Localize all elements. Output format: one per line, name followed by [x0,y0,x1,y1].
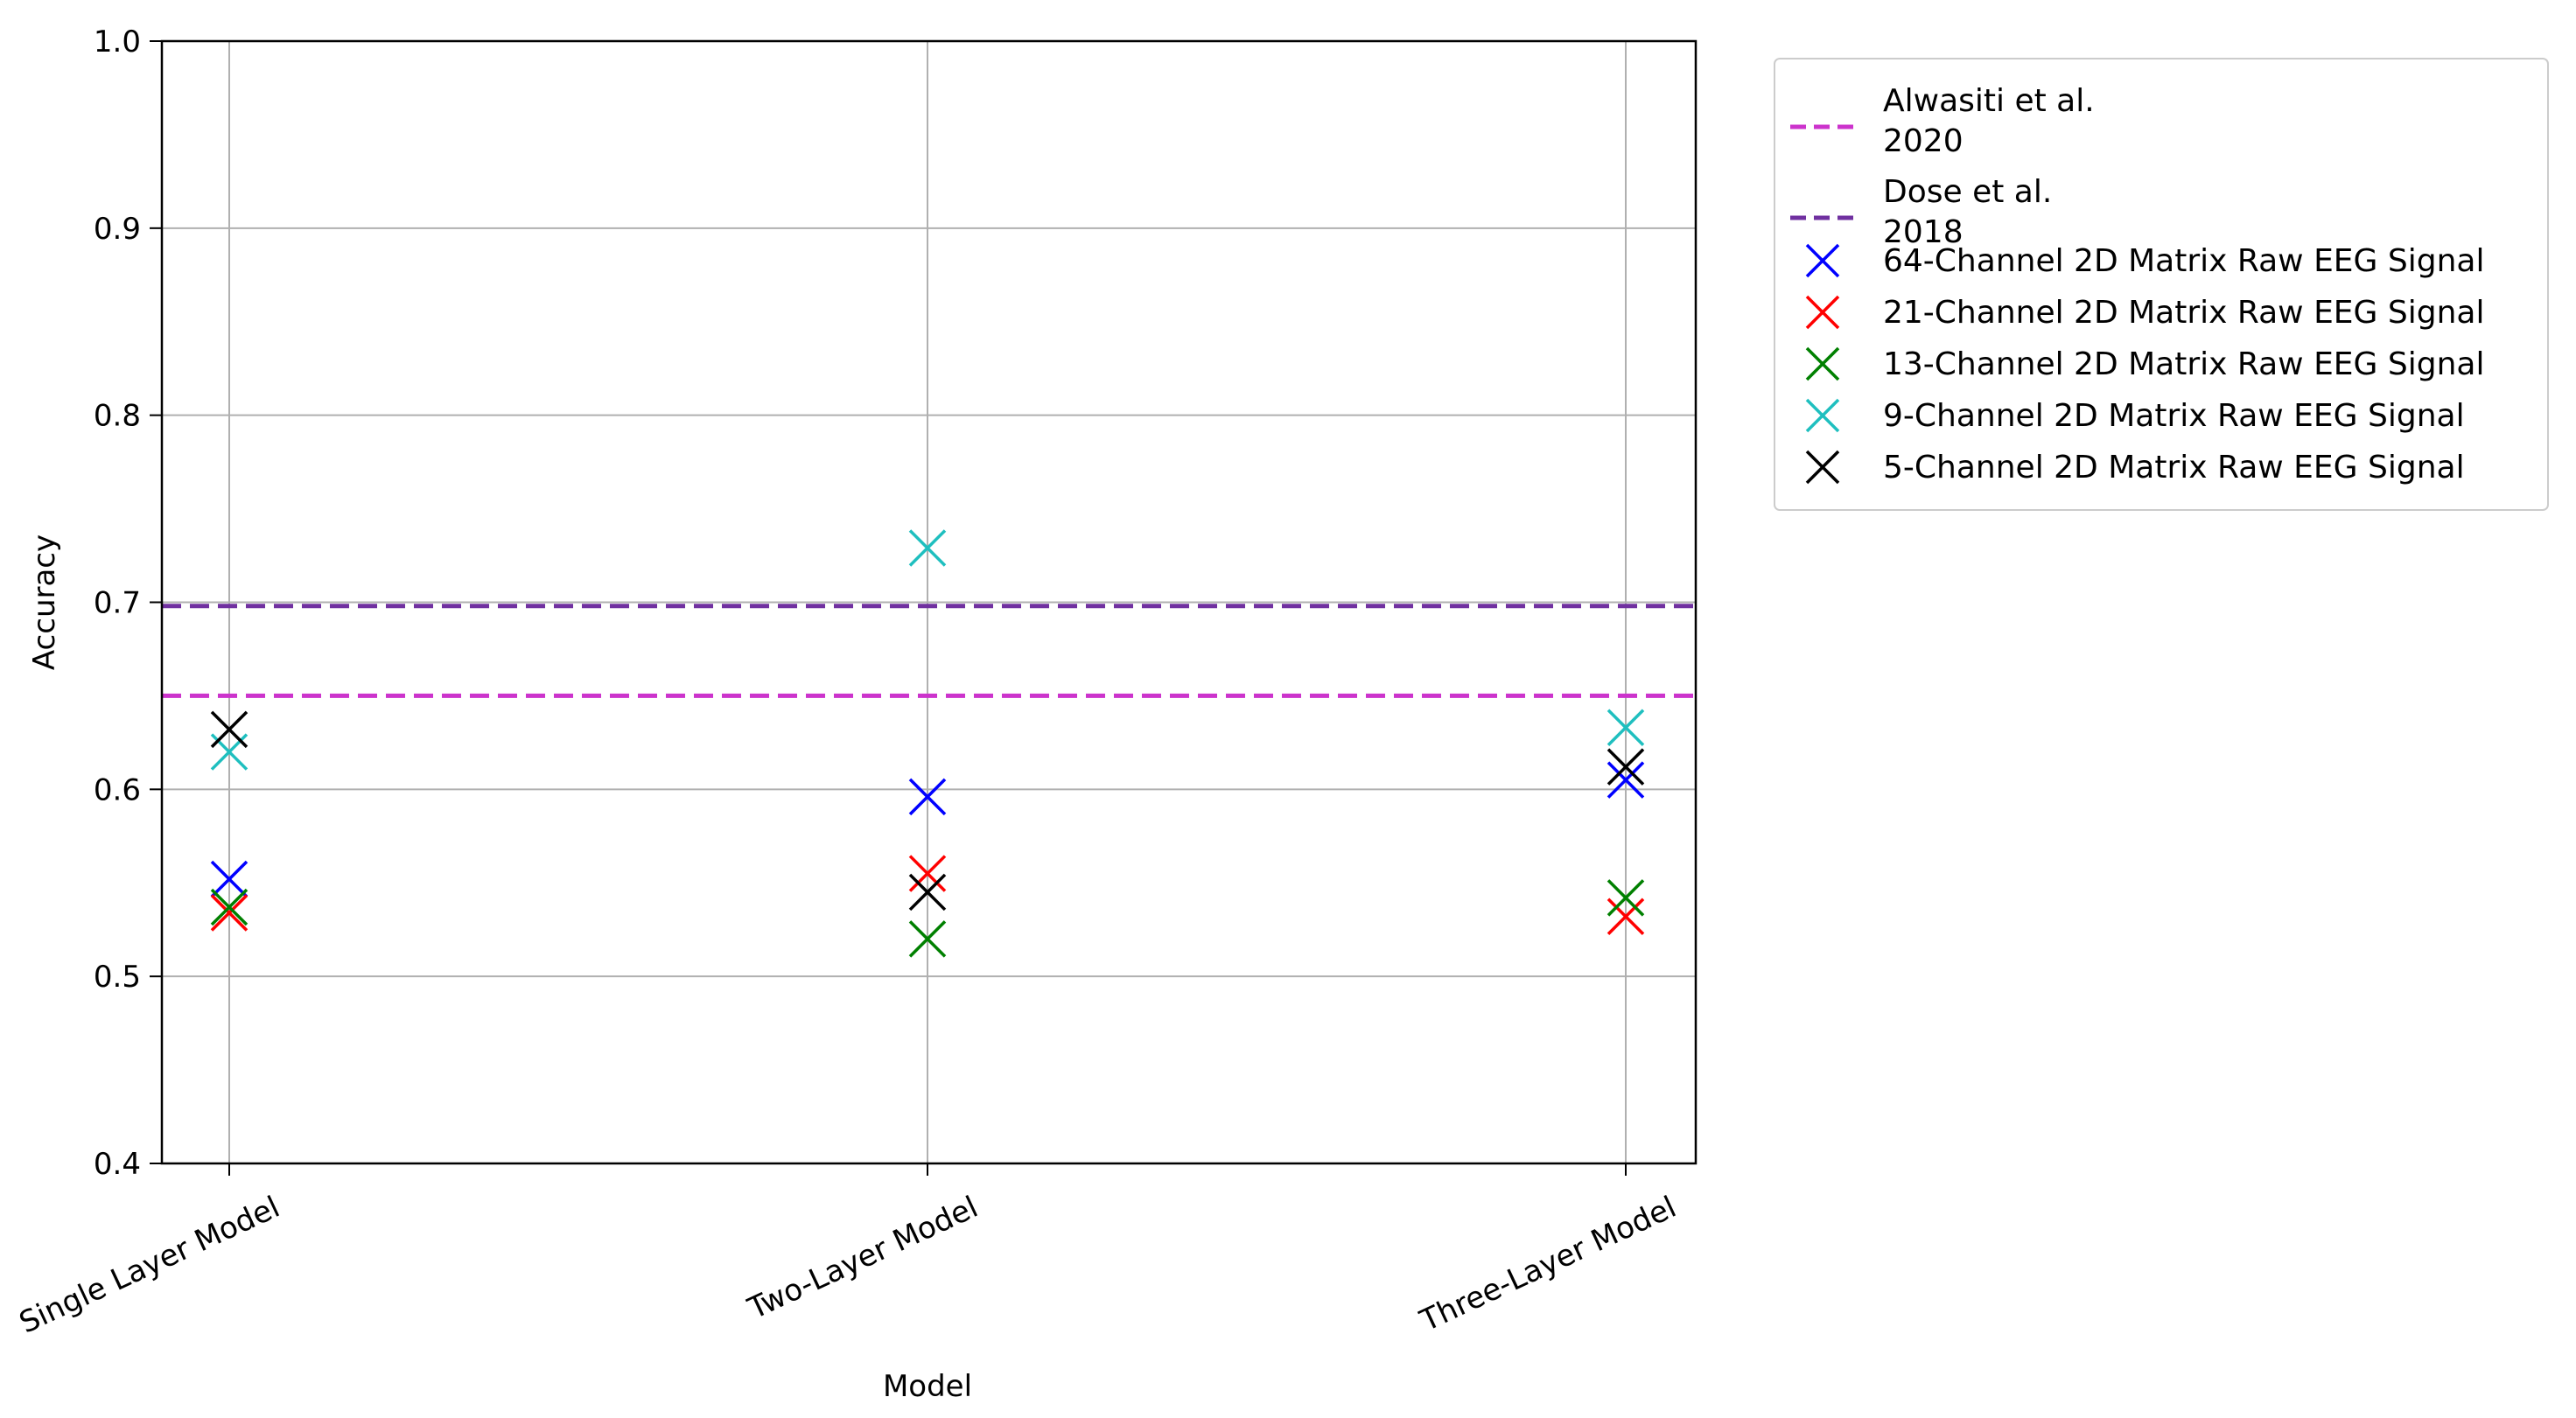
legend-marker-handle [1805,295,1840,330]
data-point-marker [908,920,947,958]
x-tick-label: Three-Layer Model [1414,1190,1681,1339]
data-point-marker [210,710,248,749]
legend-label: Alwasiti et al. [1883,83,2095,119]
legend-label: 64-Channel 2D Matrix Raw EEG Signal [1883,243,2484,279]
axes-layer: 0.4 0.5 0.6 0.7 0.8 0.9 1.0 Single Layer Model T… [14,24,1698,1341]
y-tick-label: 0.7 [94,586,141,621]
marker-stroke [1606,761,1645,799]
legend: Alwasiti et al. 2020 Dose et al. 201864-Cha… [1774,58,2549,511]
grid-layer [162,40,1696,1164]
marker-stroke [908,920,947,958]
marker-stroke [210,860,248,898]
marker-stroke [1805,295,1840,330]
x-tick-label: Two-Layer Model [742,1190,984,1327]
data-point-marker [210,888,248,926]
data-point-marker [210,894,248,932]
marker-stroke [1805,450,1840,485]
legend-label: 9-Channel 2D Matrix Raw EEG Signal [1883,398,2465,434]
legend-label: 2018 [1883,214,1964,250]
marker-stroke [1606,709,1645,747]
legend-marker-handle [1805,243,1840,278]
legend-label: Dose et al. [1883,174,2052,210]
legend-marker-handle [1805,450,1840,485]
y-axis-label: Accuracy [27,534,62,670]
marker-stroke [1606,879,1645,917]
marker-stroke [908,855,947,892]
marker-stroke [908,529,947,567]
data-point-marker [908,855,947,892]
plot-frame [160,39,1698,1165]
legend-marker-handle [1805,398,1840,433]
data-point-marker [1606,761,1645,799]
y-tick-label: 0.6 [94,772,141,807]
markers-layer [210,529,1645,958]
legend-marker-handle [1805,346,1840,381]
marker-stroke [1805,346,1840,381]
data-point-marker [1606,709,1645,747]
marker-stroke [210,894,248,932]
marker-stroke [210,710,248,749]
marker-stroke [908,778,947,816]
data-point-marker [908,529,947,567]
marker-stroke [1606,748,1645,786]
marker-stroke [210,888,248,926]
data-point-marker [908,873,947,912]
marker-stroke [1606,898,1645,935]
legend-label: 21-Channel 2D Matrix Raw EEG Signal [1883,295,2484,331]
data-point-marker [210,860,248,898]
y-tick-label: 1.0 [94,24,141,59]
y-tick-label: 0.5 [94,960,141,995]
data-point-marker [1606,879,1645,917]
y-tick-label: 0.4 [94,1147,141,1182]
data-point-marker [1606,748,1645,786]
y-tick-label: 0.8 [94,399,141,434]
reference-lines-layer [162,604,1696,698]
legend-box [1774,58,2549,511]
marker-stroke [908,873,947,912]
data-point-marker [1606,898,1645,935]
x-axis-label: Model [883,1369,972,1404]
legend-label: 5-Channel 2D Matrix Raw EEG Signal [1883,450,2465,485]
marker-stroke [1805,243,1840,278]
legend-label: 13-Channel 2D Matrix Raw EEG Signal [1883,346,2484,382]
x-tick-label: Single Layer Model [14,1190,285,1341]
legend-label: 2020 [1883,123,1964,159]
y-tick-label: 0.9 [94,212,141,247]
data-point-marker [908,778,947,816]
marker-stroke [1805,398,1840,433]
